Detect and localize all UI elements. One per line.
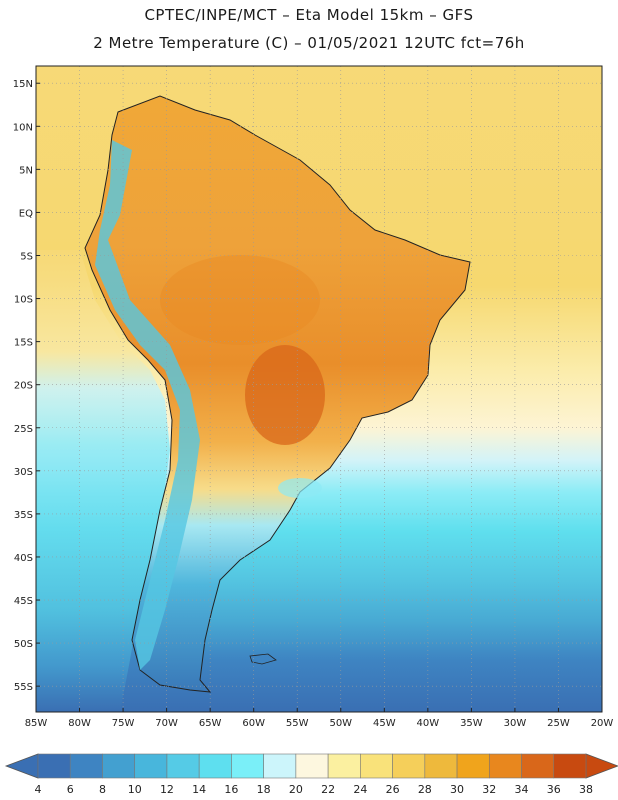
colorbar-swatch xyxy=(360,753,393,779)
colorbar-label: 18 xyxy=(257,783,271,796)
lon-label: 25W xyxy=(547,718,570,729)
lat-label: 15N xyxy=(13,79,33,90)
lat-label: 20S xyxy=(14,381,33,392)
lat-label: 35S xyxy=(14,510,33,521)
lon-label: 45W xyxy=(373,718,396,729)
colorbar-swatch xyxy=(231,753,264,779)
lat-label: 5S xyxy=(20,251,33,262)
colorbar-swatch xyxy=(102,753,136,779)
lon-label: 60W xyxy=(242,718,265,729)
map-title: CPTEC/INPE/MCT – Eta Model 15km – GFS xyxy=(144,6,474,24)
colorbar-label: 12 xyxy=(160,783,174,796)
colorbar-label: 32 xyxy=(482,783,496,796)
lon-label: 80W xyxy=(68,718,91,729)
colorbar-swatch xyxy=(392,753,426,779)
colorbar-swatch xyxy=(69,753,103,779)
colorbar-label: 20 xyxy=(289,783,303,796)
colorbar-label: 30 xyxy=(450,783,464,796)
lon-label: 85W xyxy=(25,718,48,729)
plot-frame xyxy=(35,65,603,713)
falkland-islands xyxy=(249,653,277,665)
lon-label: 75W xyxy=(112,718,135,729)
warm-interior-region xyxy=(160,255,320,345)
colorbar-label: 38 xyxy=(579,783,593,796)
lat-label: 30S xyxy=(14,467,33,478)
hot-core-region xyxy=(245,345,325,445)
lat-label: 5N xyxy=(19,165,33,176)
pacific-cool-band xyxy=(36,250,170,712)
colorbar-swatch xyxy=(37,753,71,779)
lon-label: 55W xyxy=(286,718,309,729)
andes-cold-strip xyxy=(95,140,200,670)
lat-label: 50S xyxy=(14,639,33,650)
colorbar-label: 14 xyxy=(192,783,206,796)
lat-label: 10N xyxy=(13,122,33,133)
lat-label: 10S xyxy=(14,295,33,306)
lat-label: 25S xyxy=(14,424,33,435)
colorbar-label: 6 xyxy=(67,783,74,796)
colorbar-low-arrow xyxy=(4,753,39,779)
map-subtitle: 2 Metre Temperature (C) – 01/05/2021 12U… xyxy=(93,34,525,52)
colorbar-swatch xyxy=(263,753,297,779)
uruguay-cool-spot xyxy=(278,478,322,498)
colorbar-label: 26 xyxy=(386,783,400,796)
lon-label: 30W xyxy=(504,718,527,729)
lat-label: 15S xyxy=(14,338,33,349)
colorbar-label: 34 xyxy=(515,783,529,796)
colorbar-high-arrow xyxy=(585,753,618,779)
lon-label: 35W xyxy=(460,718,483,729)
colorbar-swatch xyxy=(424,753,458,779)
colorbar-swatch xyxy=(553,753,587,779)
colorbar-swatch xyxy=(327,753,361,779)
colorbar-swatch xyxy=(456,753,490,779)
colorbar-swatch xyxy=(295,753,329,779)
colorbar-label: 10 xyxy=(128,783,142,796)
colorbar-swatch xyxy=(198,753,232,779)
colorbar-label: 8 xyxy=(99,783,106,796)
lon-label: 70W xyxy=(155,718,178,729)
colorbar-swatch xyxy=(521,753,555,779)
lat-label: EQ xyxy=(19,208,33,219)
colorbar-label: 22 xyxy=(321,783,335,796)
colorbar-swatch xyxy=(488,753,522,779)
lat-label: 40S xyxy=(14,553,33,564)
colorbar-swatch xyxy=(134,753,168,779)
lat-label: 55S xyxy=(14,682,33,693)
lon-label: 40W xyxy=(417,718,440,729)
lon-label: 50W xyxy=(329,718,352,729)
colorbar-label: 4 xyxy=(35,783,42,796)
colorbar-label: 16 xyxy=(224,783,238,796)
lon-label: 20W xyxy=(591,718,614,729)
lon-label: 65W xyxy=(199,718,222,729)
colorbar-label: 24 xyxy=(353,783,367,796)
colorbar-swatch xyxy=(166,753,200,779)
lat-label: 45S xyxy=(14,596,33,607)
colorbar-label: 28 xyxy=(418,783,432,796)
colorbar-label: 36 xyxy=(547,783,561,796)
